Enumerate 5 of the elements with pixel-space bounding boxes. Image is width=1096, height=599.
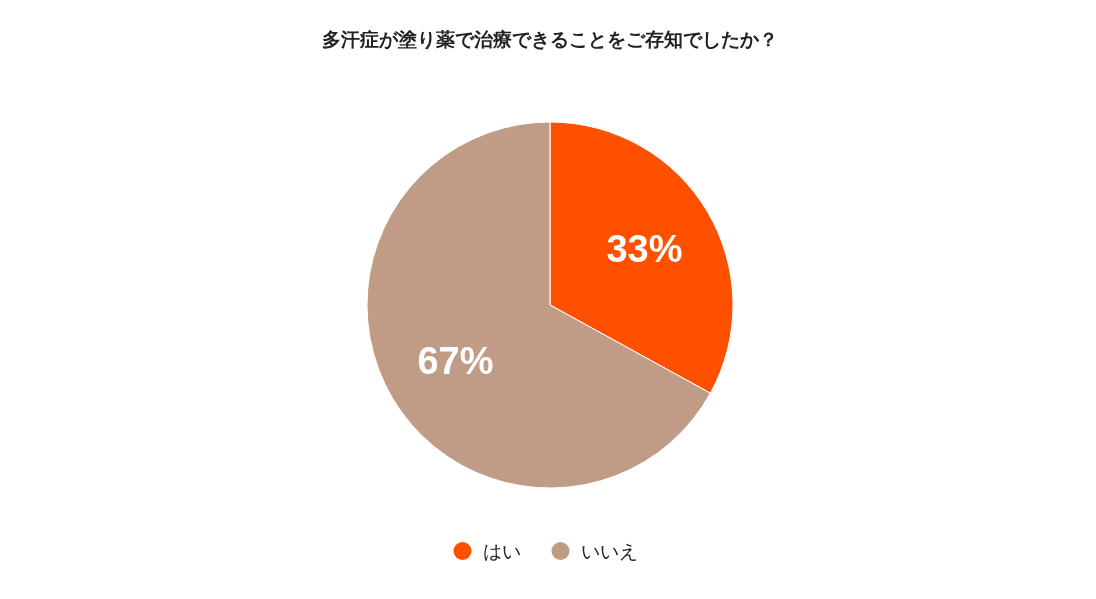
data-label: 33% — [606, 228, 683, 271]
data-label: 67% — [417, 339, 494, 382]
legend-label: はい — [482, 540, 521, 562]
legend-label: いいえ — [580, 540, 638, 562]
chart-title: 多汗症が塗り薬で治療できることをご存知でしたか？ — [322, 28, 778, 50]
